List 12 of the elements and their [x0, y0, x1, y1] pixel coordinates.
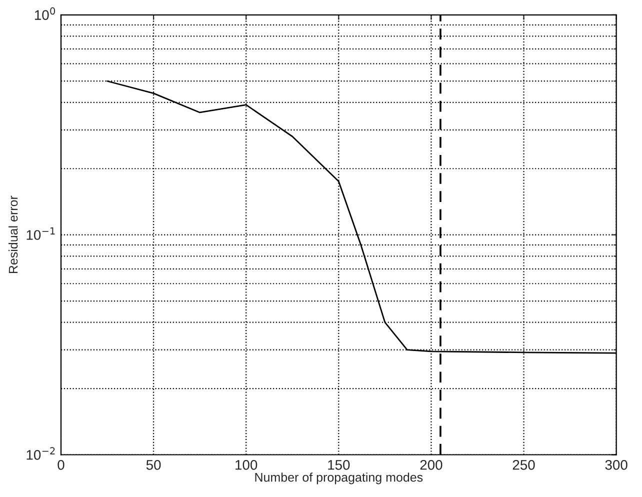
x-tick-label: 0: [58, 460, 64, 470]
y-tick-label: 10$^{0}$: [34, 7, 56, 20]
y-tick-label: 10$^{−1}$: [26, 227, 55, 240]
x-tick-label: 300: [605, 460, 628, 470]
x-tick-label: 250: [512, 460, 535, 470]
x-tick-label: 100: [236, 460, 258, 470]
x-tick-label: 50: [146, 460, 161, 470]
x-axis-title: Number of propagating modes: [255, 472, 423, 484]
y-tick-label: 10$^{−2}$: [26, 447, 55, 460]
y-axis-title: Residual error: [8, 196, 18, 274]
x-tick-label: 200: [420, 460, 442, 470]
x-tick-label: 150: [328, 460, 350, 470]
